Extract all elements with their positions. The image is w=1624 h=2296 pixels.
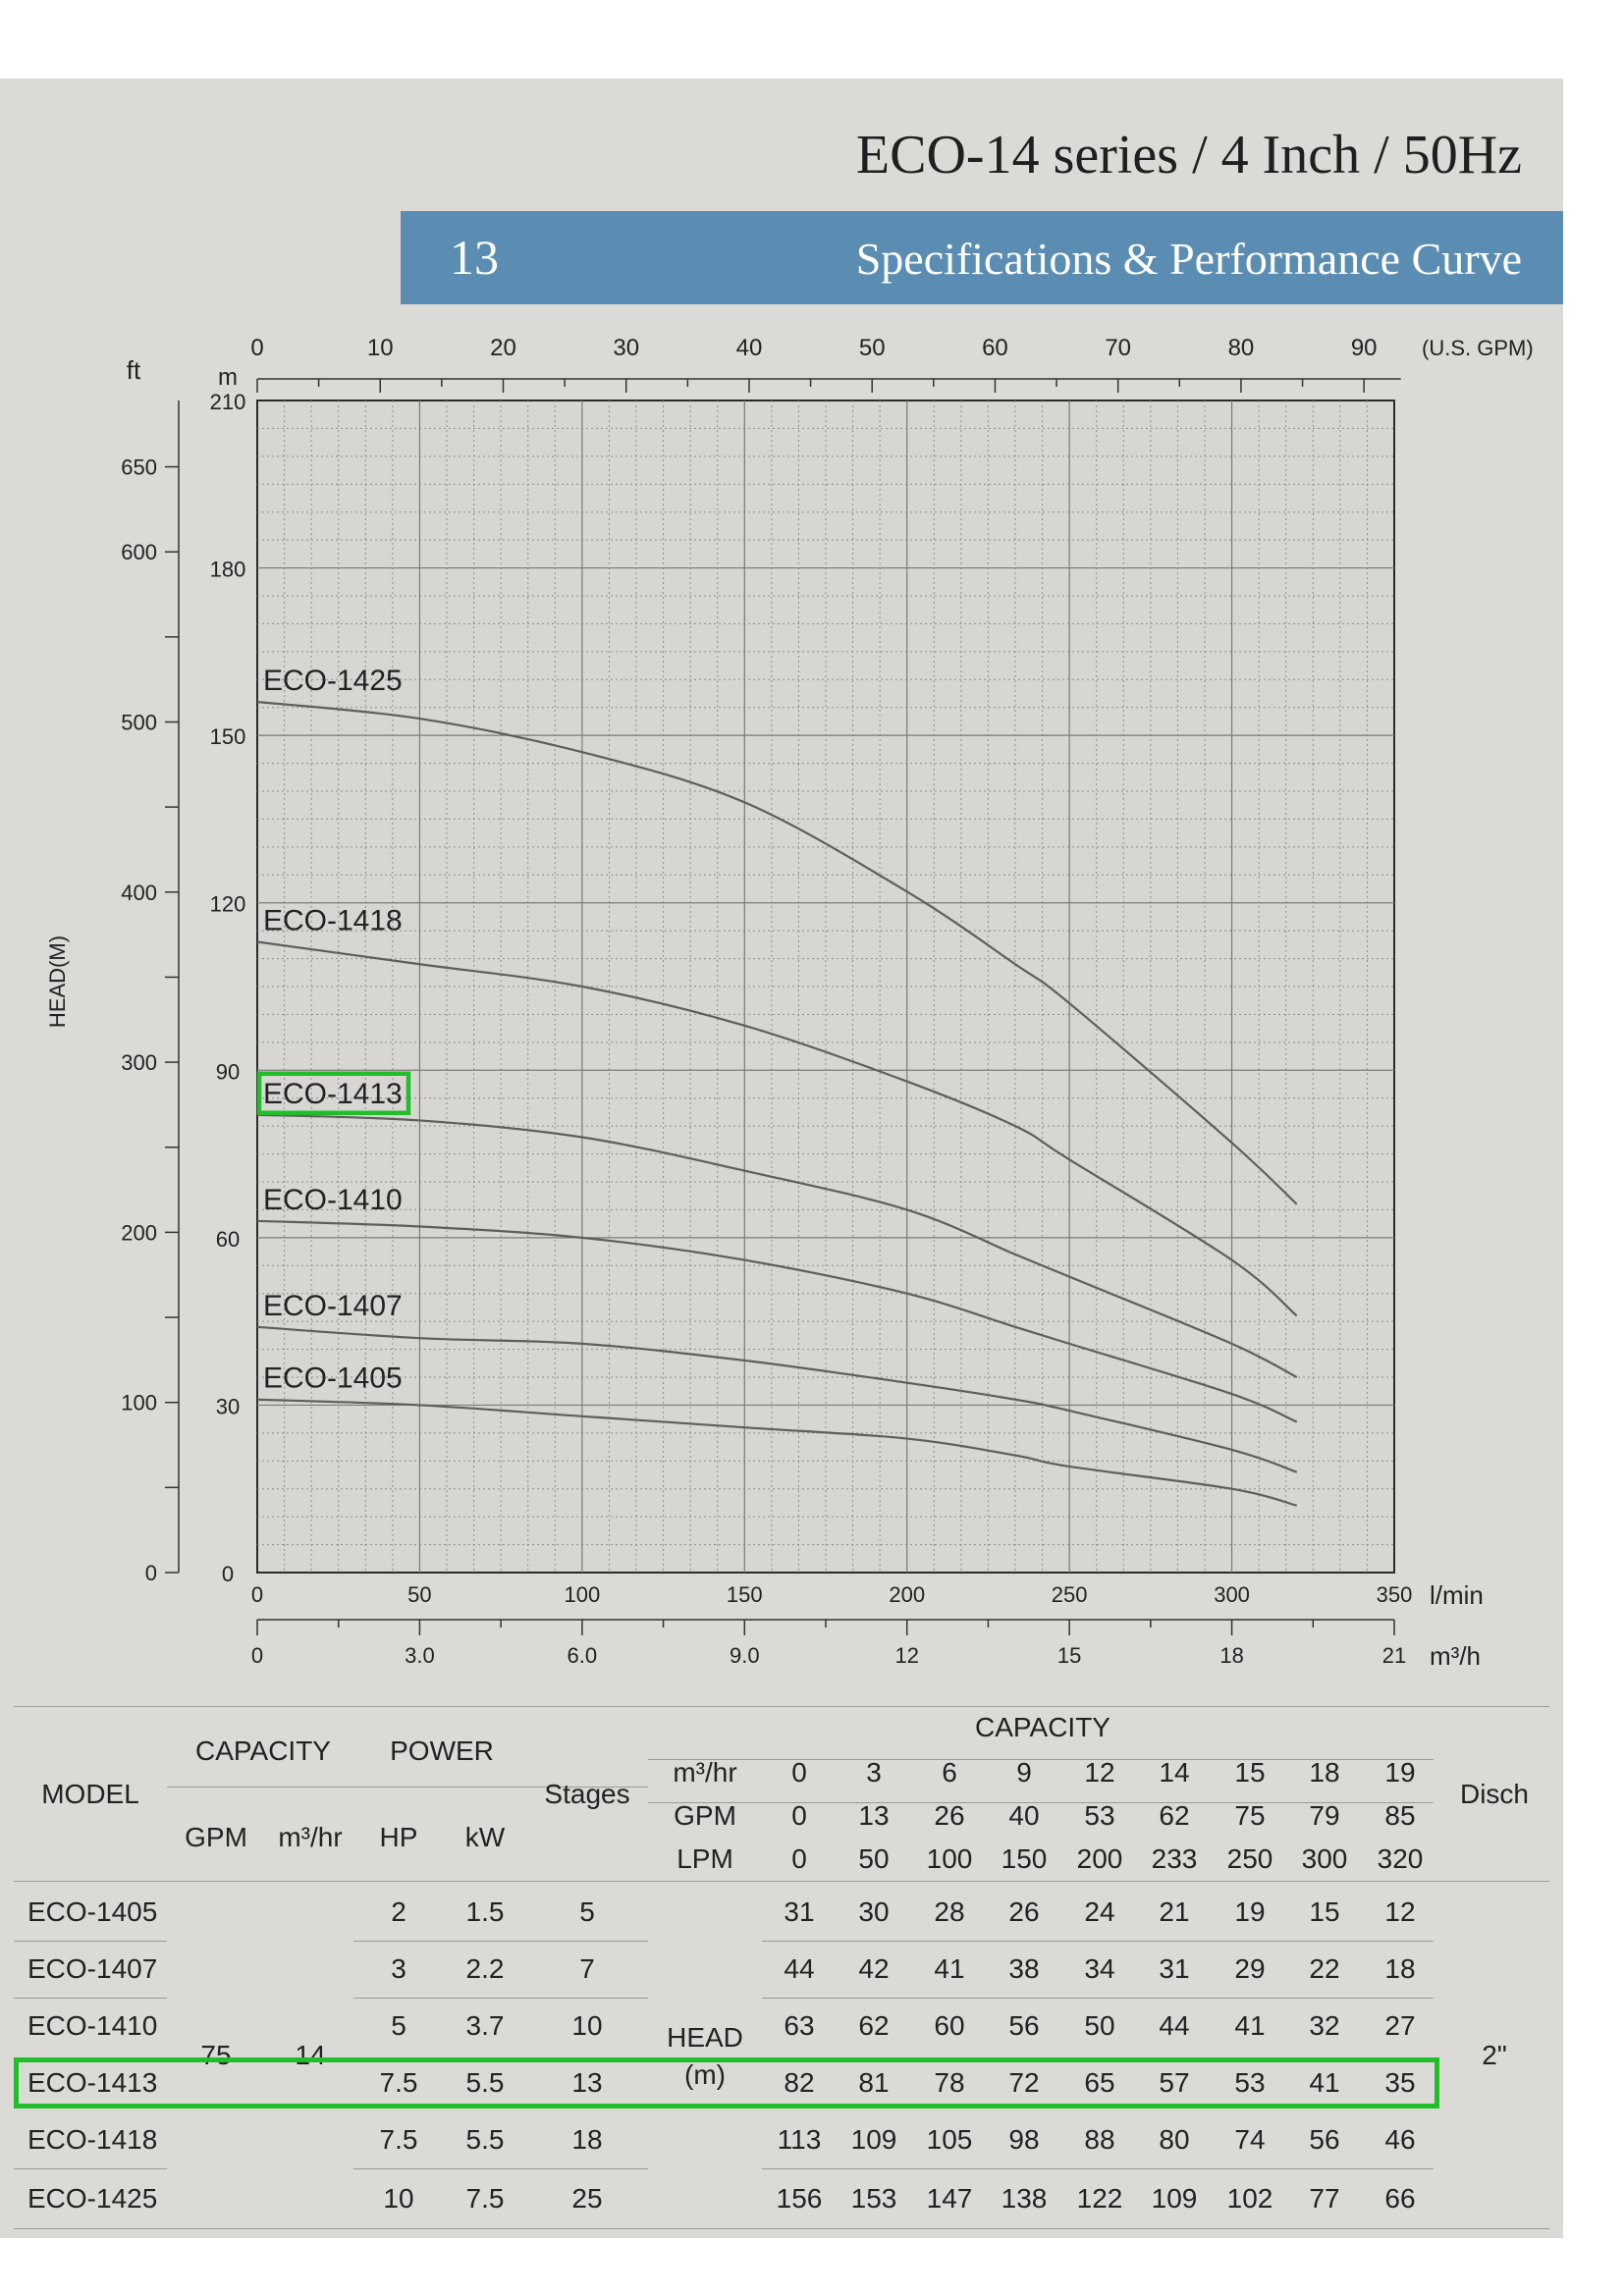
y-tick-m-label: 150 xyxy=(210,724,246,749)
grid xyxy=(257,400,1394,1573)
x-tick-m3h-label: 3.0 xyxy=(405,1643,435,1668)
series-curve-eco-1405 xyxy=(256,1398,1298,1507)
x-tick-m3h-label: 12 xyxy=(894,1643,918,1668)
y-tick-m-label: 120 xyxy=(210,892,246,917)
series-curve-eco-1410 xyxy=(256,1219,1298,1423)
y-tick-ft-label: 400 xyxy=(121,881,157,905)
y-tick-ft-label: 650 xyxy=(121,455,157,480)
x-tick-lmin-label: 100 xyxy=(564,1582,600,1607)
x-tick-m3h-label: 0 xyxy=(251,1643,263,1668)
y-tick-ft-label: 0 xyxy=(145,1561,157,1585)
x-tick-gpm-label: 20 xyxy=(490,335,516,361)
y-axis-label: HEAD(M) xyxy=(45,935,70,1028)
x-tick-m3h-label: 18 xyxy=(1219,1643,1243,1668)
y-axis-unit-ft: ft xyxy=(127,355,141,385)
series-title: ECO-14 series / 4 Inch / 50Hz xyxy=(855,125,1522,186)
x-tick-m3h-label: 9.0 xyxy=(730,1643,760,1668)
series-curve-eco-1425 xyxy=(256,700,1298,1205)
x-axis-m3h-unit: m³/h xyxy=(1430,1641,1481,1671)
x-axis-lmin-unit: l/min xyxy=(1430,1580,1484,1610)
y-axis-unit-m: m xyxy=(218,364,238,391)
y-tick-ft-label: 200 xyxy=(121,1220,157,1245)
series-highlight-box xyxy=(256,1071,411,1116)
x-tick-lmin-label: 0 xyxy=(251,1582,263,1607)
x-tick-gpm-label: 50 xyxy=(859,335,886,361)
y-tick-m-label: 180 xyxy=(210,558,246,582)
series-curve-eco-1407 xyxy=(256,1325,1298,1473)
x-tick-lmin-label: 350 xyxy=(1377,1582,1413,1607)
x-tick-gpm-label: 60 xyxy=(982,335,1008,361)
x-tick-gpm-label: 70 xyxy=(1105,335,1131,361)
x-tick-gpm-label: 40 xyxy=(736,335,763,361)
x-tick-lmin-label: 200 xyxy=(889,1582,925,1607)
y-tick-m-label: 90 xyxy=(216,1059,240,1084)
y-tick-m-label: 30 xyxy=(216,1394,240,1418)
performance-curve-chart: 0306090120150180210m01002003004005006006… xyxy=(45,335,1534,1671)
y-tick-m-label: 0 xyxy=(222,1562,234,1586)
x-tick-gpm-label: 80 xyxy=(1228,335,1255,361)
page-number: 13 xyxy=(450,230,499,285)
series-label-eco-1425: ECO-1425 xyxy=(263,665,403,697)
y-tick-ft-label: 100 xyxy=(121,1391,157,1415)
x-tick-gpm-label: 90 xyxy=(1351,335,1378,361)
series-label-eco-1410: ECO-1410 xyxy=(263,1184,403,1216)
x-axis-gpm-unit: (U.S. GPM) xyxy=(1422,336,1534,360)
y-tick-ft-label: 600 xyxy=(121,540,157,564)
series-label-eco-1405: ECO-1405 xyxy=(263,1362,403,1395)
section-band: 13 Specifications & Performance Curve xyxy=(401,211,1563,304)
y-tick-m-label: 210 xyxy=(210,390,246,414)
y-tick-m-label: 60 xyxy=(216,1227,240,1252)
series-curve-eco-1418 xyxy=(256,940,1298,1317)
x-tick-gpm-label: 10 xyxy=(367,335,394,361)
y-tick-ft-label: 300 xyxy=(121,1050,157,1075)
x-tick-lmin-label: 50 xyxy=(407,1582,431,1607)
x-tick-m3h-label: 15 xyxy=(1057,1643,1081,1668)
x-tick-lmin-label: 150 xyxy=(727,1582,763,1607)
series-curve-eco-1413 xyxy=(256,1113,1298,1378)
x-tick-gpm-label: 30 xyxy=(613,335,639,361)
section-title: Specifications & Performance Curve xyxy=(855,234,1522,284)
x-tick-gpm-label: 0 xyxy=(250,335,263,361)
x-tick-lmin-label: 300 xyxy=(1214,1582,1250,1607)
x-tick-m3h-label: 21 xyxy=(1382,1643,1406,1668)
series-label-eco-1407: ECO-1407 xyxy=(263,1290,403,1322)
x-tick-lmin-label: 250 xyxy=(1052,1582,1088,1607)
x-tick-m3h-label: 6.0 xyxy=(568,1643,598,1668)
series-label-eco-1418: ECO-1418 xyxy=(263,905,403,937)
y-tick-ft-label: 500 xyxy=(121,710,157,734)
series-label-eco-1413: ECO-1413 xyxy=(263,1078,403,1110)
